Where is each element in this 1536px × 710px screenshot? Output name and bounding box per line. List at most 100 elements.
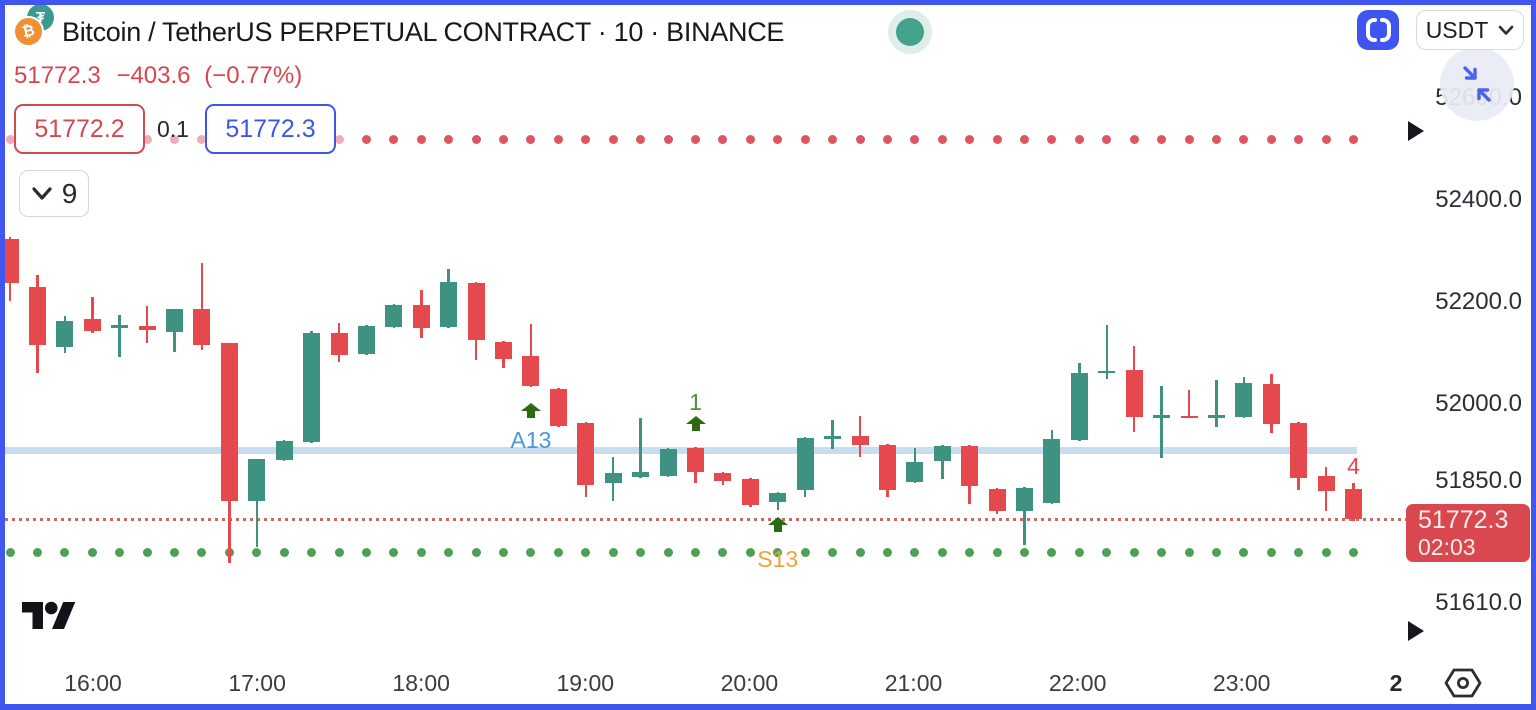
- indicator-dot-top: [197, 135, 207, 145]
- indicator-dot-top: [553, 135, 563, 145]
- indicator-dot-bottom: [499, 548, 509, 558]
- indicator-dot-top: [1184, 135, 1194, 145]
- candle-body: [193, 309, 211, 345]
- indicator-dot-top: [636, 135, 646, 145]
- indicator-dot-bottom: [882, 548, 892, 558]
- candle-body: [467, 283, 485, 340]
- candle-body: [495, 341, 513, 360]
- currency-select[interactable]: USDT: [1416, 10, 1524, 50]
- candle-body: [961, 445, 979, 487]
- buy-button[interactable]: 51772.3: [205, 104, 336, 154]
- indicator-dot-top: [444, 135, 454, 145]
- candle-body: [440, 282, 458, 327]
- indicator-dot-bottom: [1129, 548, 1139, 558]
- price-axis-label: 51850.0: [1435, 466, 1522, 494]
- indicator-dot-top: [361, 135, 371, 145]
- candle-body: [824, 436, 842, 439]
- chevron-down-icon: [1499, 25, 1514, 35]
- candle-body: [1153, 415, 1171, 418]
- candle-wick: [1160, 386, 1163, 459]
- indicator-dot-bottom: [252, 548, 262, 558]
- indicator-dot-bottom: [1020, 548, 1030, 558]
- bar-countdown: 02:03: [1418, 534, 1476, 560]
- indicator-dot-top: [1074, 135, 1084, 145]
- indicator-dot-top: [1129, 135, 1139, 145]
- indicator-dot-bottom: [526, 548, 536, 558]
- indicator-dot-top: [1239, 135, 1249, 145]
- indicator-dot-bottom: [1074, 548, 1084, 558]
- indicator-dot-top: [855, 135, 865, 145]
- indicator-dot-top: [800, 135, 810, 145]
- price-axis-label: 52400.0: [1435, 186, 1522, 213]
- candle-wick: [200, 262, 204, 350]
- symbol-title[interactable]: Bitcoin / TetherUS PERPETUAL CONTRACT · …: [62, 17, 785, 47]
- indicator-count-dropdown[interactable]: 9: [19, 170, 89, 217]
- candle-wick: [118, 314, 121, 358]
- candle-body: [988, 489, 1006, 512]
- indicator-dot-top: [882, 135, 892, 145]
- chart-label-s13: S13: [757, 545, 799, 572]
- indicator-dot-top: [910, 135, 920, 145]
- scale-marker-arrow-top-icon[interactable]: [1408, 121, 1424, 141]
- indicator-dot-top: [1211, 135, 1221, 145]
- candle-body: [1125, 369, 1143, 417]
- indicator-dot-bottom: [745, 548, 755, 558]
- time-axis-label: 19:00: [556, 670, 615, 696]
- candle-body: [412, 305, 430, 329]
- collapse-arrows-icon: [1463, 66, 1491, 102]
- chart-label-4: 4: [1347, 453, 1360, 480]
- indicator-dot-bottom: [471, 548, 481, 558]
- indicator-dot-bottom: [965, 548, 975, 558]
- indicator-dot-bottom: [992, 548, 1002, 558]
- candle-body: [796, 438, 814, 491]
- next-day-label: 2: [1389, 670, 1403, 696]
- indicator-dot-bottom: [1047, 548, 1057, 558]
- time-axis-label: 18:00: [392, 670, 450, 696]
- indicator-dot-bottom: [800, 548, 810, 558]
- time-axis-label: 17:00: [228, 670, 286, 696]
- indicator-dot-bottom: [553, 548, 563, 558]
- indicator-dot-bottom: [855, 548, 865, 558]
- candle-body: [330, 333, 348, 356]
- chart-label-a13: A13: [510, 426, 552, 453]
- indicator-dot-top: [1157, 135, 1167, 145]
- candle-body: [1016, 488, 1034, 512]
- candle-wick: [255, 459, 259, 547]
- tradingview-logo-icon[interactable]: [22, 596, 76, 643]
- candle-body: [741, 478, 759, 505]
- time-axis-label: 21:00: [884, 670, 943, 696]
- indicator-count: 9: [61, 177, 78, 209]
- candle-wick: [91, 296, 94, 334]
- indicator-dot-bottom: [937, 548, 947, 558]
- indicator-dot-bottom: [910, 548, 920, 558]
- indicator-dot-bottom: [1321, 548, 1331, 558]
- indicator-dot-bottom: [1349, 548, 1359, 558]
- time-axis[interactable]: 16:00 17:00 18:00 19:00 20:00 21:00 22:00 23:00: [0, 670, 1536, 700]
- candle-body: [1290, 422, 1308, 478]
- indicator-dot-top: [581, 135, 591, 145]
- symbol-logo: ₮ ₿: [10, 4, 58, 51]
- indicator-dot-top: [471, 135, 481, 145]
- indicator-dot-bottom: [1239, 548, 1249, 558]
- scale-marker-arrow-bottom-icon[interactable]: [1408, 621, 1424, 641]
- candle-body: [166, 309, 184, 333]
- indicator-dot-bottom: [1157, 548, 1167, 558]
- indicator-dot-bottom: [1294, 548, 1304, 558]
- candle-body: [714, 472, 732, 482]
- candle-body: [1235, 383, 1253, 417]
- indicator-dot-bottom: [1211, 548, 1221, 558]
- indicator-dot-top: [745, 135, 755, 145]
- chart-settings-button[interactable]: [1443, 665, 1483, 706]
- indicator-dot-bottom: [32, 548, 42, 558]
- indicator-dot-bottom: [416, 548, 426, 558]
- candle-body: [687, 447, 704, 472]
- object-tree-button[interactable]: [1357, 10, 1399, 50]
- indicator-dot-top: [142, 135, 152, 145]
- indicator-dot-bottom: [718, 548, 728, 558]
- sell-button[interactable]: 51772.2: [14, 104, 145, 154]
- market-status-halo: [888, 10, 932, 54]
- exit-fullscreen-button[interactable]: [1440, 47, 1514, 121]
- indicator-dot-bottom: [773, 548, 783, 558]
